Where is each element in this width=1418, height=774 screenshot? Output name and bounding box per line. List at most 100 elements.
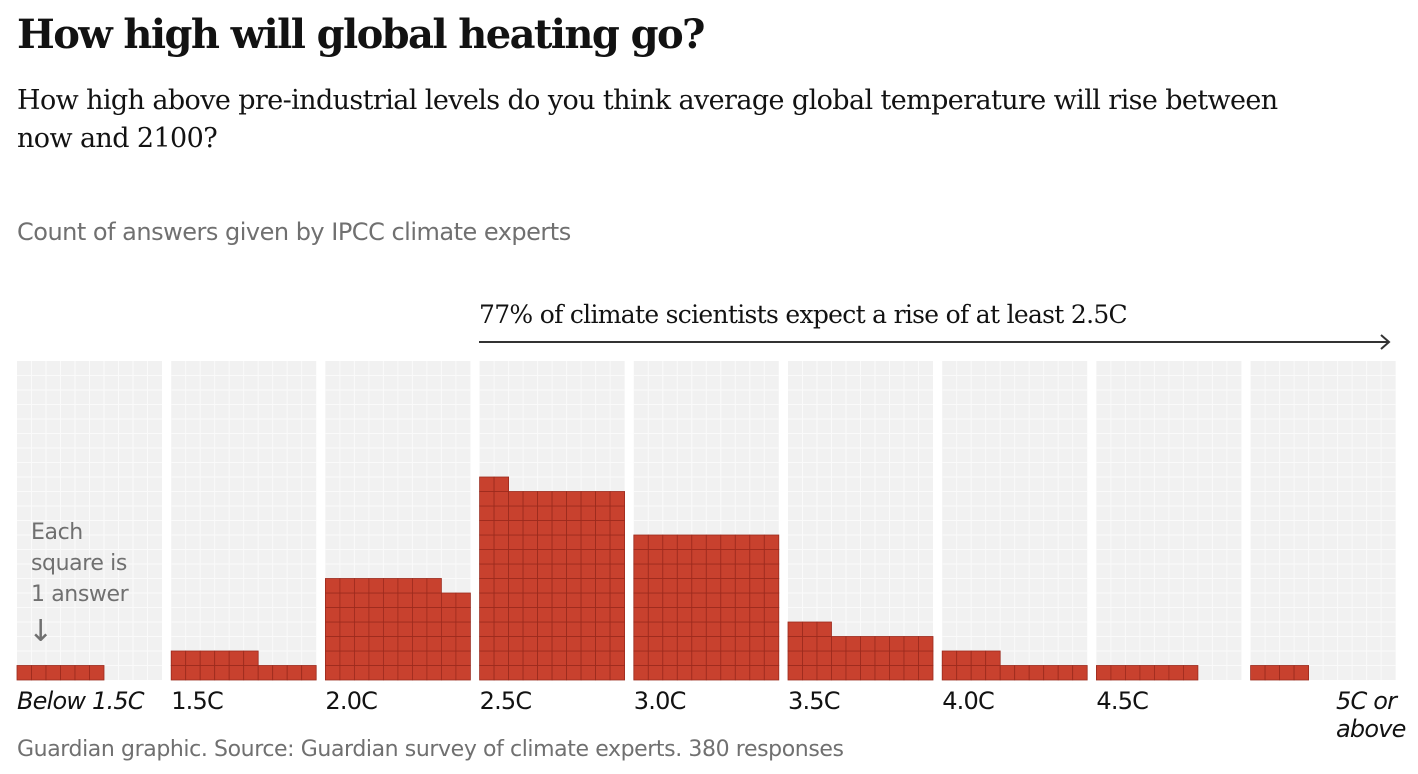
- answer-square: [368, 665, 384, 681]
- x-tick-label: 2.5C: [479, 687, 533, 715]
- answer-square: [522, 505, 538, 521]
- answer-square: [609, 549, 625, 565]
- answer-square: [647, 636, 664, 652]
- x-tick-label: 3.0C: [633, 687, 687, 715]
- answer-square: [609, 636, 625, 652]
- answer-square: [522, 563, 538, 579]
- answer-square: [705, 607, 722, 623]
- answer-square: [74, 665, 90, 681]
- answer-square: [874, 650, 890, 666]
- answer-square: [845, 636, 861, 652]
- down-arrow-icon: ↓: [28, 614, 54, 649]
- answer-square: [609, 563, 625, 579]
- answer-square: [720, 650, 736, 666]
- answer-square: [426, 621, 442, 637]
- answer-square: [522, 534, 538, 550]
- answer-square: [580, 505, 596, 521]
- answer-square: [60, 665, 76, 681]
- answer-square: [493, 505, 510, 521]
- answer-square: [734, 650, 751, 666]
- answer-square: [353, 650, 370, 666]
- answer-square: [508, 636, 524, 652]
- answer-square: [479, 505, 495, 521]
- answer-square: [324, 607, 341, 623]
- answer-square: [566, 505, 582, 521]
- answer-square: [440, 636, 457, 652]
- answer-square: [647, 592, 664, 608]
- answer-square: [339, 592, 355, 608]
- answer-square: [493, 607, 510, 623]
- answer-square: [382, 578, 399, 594]
- answer-square: [455, 621, 471, 637]
- answer-square: [1264, 665, 1280, 681]
- answer-square: [647, 621, 664, 637]
- answer-square: [353, 665, 370, 681]
- answer-square: [595, 665, 611, 681]
- answer-square: [1043, 665, 1059, 681]
- answer-square: [411, 607, 428, 623]
- answer-square: [705, 549, 722, 565]
- answer-square: [720, 534, 736, 550]
- answer-square: [903, 650, 919, 666]
- answer-square: [676, 549, 693, 565]
- answer-square: [647, 549, 664, 565]
- answer-square: [397, 621, 413, 637]
- answer-square: [860, 665, 876, 681]
- answer-square: [397, 607, 413, 623]
- answer-square: [763, 563, 780, 579]
- answer-square: [324, 636, 341, 652]
- answer-square: [662, 665, 678, 681]
- answer-square: [551, 621, 567, 637]
- answer-square: [426, 636, 442, 652]
- answer-square: [633, 607, 649, 623]
- answer-square: [903, 636, 919, 652]
- answer-square: [845, 665, 861, 681]
- answer-square: [1293, 665, 1309, 681]
- answer-square: [705, 563, 722, 579]
- answer-square: [537, 607, 553, 623]
- answer-square: [479, 549, 495, 565]
- answer-square: [662, 549, 678, 565]
- answer-square: [691, 650, 707, 666]
- answer-square: [918, 650, 934, 666]
- answer-square: [763, 636, 780, 652]
- answer-square: [676, 665, 693, 681]
- answer-square: [508, 563, 524, 579]
- answer-square: [368, 592, 384, 608]
- answer-square: [831, 636, 847, 652]
- x-tick-label: 5C or above: [1336, 687, 1406, 743]
- answer-square: [551, 534, 567, 550]
- answer-square: [609, 665, 625, 681]
- answer-square: [551, 592, 567, 608]
- answer-square: [734, 636, 751, 652]
- answer-square: [889, 665, 905, 681]
- answer-square: [595, 636, 611, 652]
- answer-square: [411, 621, 428, 637]
- answer-square: [324, 665, 341, 681]
- x-tick-label: 4.0C: [942, 687, 995, 715]
- answer-square: [228, 650, 245, 666]
- answer-square: [493, 549, 510, 565]
- answer-square: [566, 534, 582, 550]
- legend-note: Each square is 1 answer: [31, 517, 129, 610]
- answer-square: [551, 650, 567, 666]
- answer-square: [493, 476, 510, 492]
- answer-square: [339, 621, 355, 637]
- answer-square: [301, 665, 317, 681]
- answer-square: [440, 592, 457, 608]
- answer-square: [440, 607, 457, 623]
- answer-square: [455, 636, 471, 652]
- answer-square: [426, 607, 442, 623]
- answer-square: [324, 650, 341, 666]
- answer-square: [16, 665, 32, 681]
- answer-square: [633, 665, 649, 681]
- answer-square: [170, 665, 187, 681]
- answer-square: [749, 534, 765, 550]
- answer-square: [749, 549, 765, 565]
- answer-square: [411, 636, 428, 652]
- answer-square: [493, 534, 510, 550]
- answer-square: [522, 665, 538, 681]
- answer-square: [1139, 665, 1155, 681]
- answer-square: [455, 650, 471, 666]
- waffle-chart: [16, 334, 1396, 681]
